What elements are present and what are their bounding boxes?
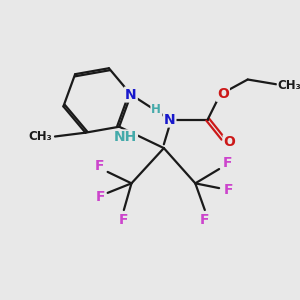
Text: F: F: [95, 190, 105, 204]
Text: CH₃: CH₃: [29, 130, 52, 143]
Text: F: F: [94, 159, 104, 173]
Text: F: F: [223, 156, 232, 170]
Text: N: N: [125, 88, 137, 101]
Text: F: F: [224, 183, 233, 197]
Text: CH₃: CH₃: [278, 79, 300, 92]
Text: O: O: [217, 87, 229, 101]
Text: H: H: [151, 103, 161, 116]
Text: O: O: [224, 135, 236, 149]
Text: N: N: [164, 112, 176, 127]
Text: NH: NH: [114, 130, 137, 144]
Text: F: F: [200, 212, 210, 226]
Text: F: F: [119, 212, 129, 226]
